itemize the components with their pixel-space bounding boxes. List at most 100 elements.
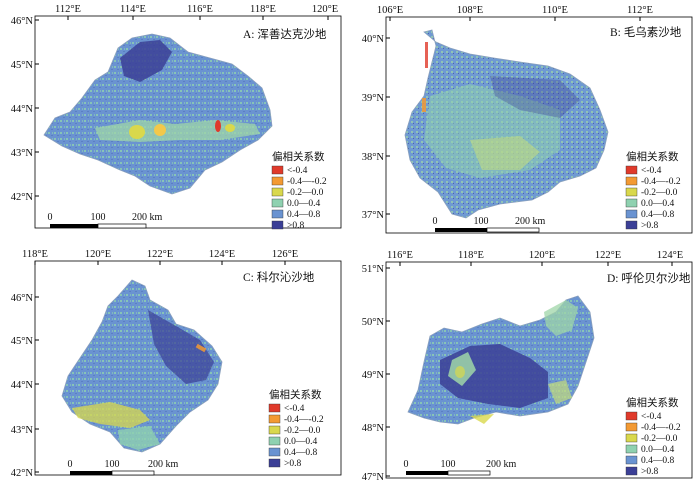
legend-swatch — [625, 433, 638, 443]
legend-swatch — [625, 187, 638, 197]
panel-b-lat-ticks: 40°N 39°N 38°N 37°N — [362, 34, 390, 221]
legend-title: 偏相关系数 — [272, 150, 325, 163]
panel-b: 106°E 108°E 110°E 112°E 40°N 39°N 38°N 3… — [362, 5, 693, 234]
lon-tick-label: 114°E — [120, 4, 146, 15]
lon-tick-label: 118°E — [250, 4, 276, 15]
panel-d-title: D: 呼伦贝尔沙地 — [607, 271, 691, 285]
lat-tick-label: 47°N — [362, 472, 385, 483]
legend-label: >0.8 — [284, 459, 301, 469]
lon-tick-label: 124°E — [209, 249, 235, 260]
legend-swatch — [268, 436, 281, 446]
legend-label: -0.4—-0.2 — [641, 423, 681, 433]
legend-swatch — [268, 447, 281, 457]
panel-a-legend: 偏相关系数 <-0.4 -0.4—-0.2 -0.2—0.0 0.0—0.4 0… — [271, 150, 327, 231]
lat-tick-label: 48°N — [362, 423, 385, 434]
lat-tick-label: 37°N — [362, 210, 385, 221]
legend-label: >0.8 — [641, 221, 658, 231]
lon-tick-label: 112°E — [55, 4, 81, 15]
panel-c-scale-bar: 0 100 200 km — [68, 459, 179, 476]
lat-tick-label: 42°N — [11, 468, 34, 479]
panel-b-lon-ticks: 106°E 108°E 110°E 112°E — [377, 5, 653, 21]
legend-label: -0.2—0.0 — [641, 434, 678, 444]
legend-label: -0.2—0.0 — [284, 426, 321, 436]
panel-a-lon-ticks: 112°E 114°E 116°E 118°E 120°E — [55, 4, 338, 20]
legend-label: >0.8 — [641, 467, 658, 477]
panel-b-region — [404, 29, 609, 219]
lat-tick-label: 49°N — [362, 370, 385, 381]
panel-c-legend: 偏相关系数 <-0.4 -0.4—-0.2 -0.2—0.0 0.0—0.4 0… — [268, 388, 324, 469]
panel-a-lat-ticks: 46°N 45°N 44°N 43°N 42°N — [11, 16, 39, 203]
legend-swatch — [625, 209, 638, 219]
lat-tick-label: 42°N — [11, 192, 34, 203]
legend-title: 偏相关系数 — [626, 396, 679, 409]
legend-label: 0.4—0.8 — [641, 456, 675, 466]
panel-c-title: C: 科尔沁沙地 — [243, 270, 315, 284]
panel-d-legend: 偏相关系数 <-0.4 -0.4—-0.2 -0.2—0.0 0.0—0.4 0… — [625, 396, 681, 477]
legend-label: 0.0—0.4 — [641, 199, 675, 209]
legend-swatch — [268, 425, 281, 435]
legend-label: -0.2—0.0 — [287, 188, 324, 198]
legend-label: -0.4—-0.2 — [641, 177, 681, 187]
lon-tick-label: 126°E — [272, 249, 298, 260]
legend-swatch — [271, 198, 284, 208]
panel-d-lat-ticks: 51°N 50°N 49°N 48°N 47°N — [362, 264, 390, 483]
lon-tick-label: 124°E — [657, 250, 683, 261]
lon-tick-label: 118°E — [22, 249, 48, 260]
legend-label: >0.8 — [287, 221, 304, 231]
scale-label: 200 km — [486, 459, 517, 470]
panel-b-legend: 偏相关系数 <-0.4 -0.4—-0.2 -0.2—0.0 0.0—0.4 0… — [625, 150, 681, 231]
legend-swatch — [625, 466, 638, 476]
legend-swatch — [625, 411, 638, 421]
legend-label: -0.4—-0.2 — [287, 177, 327, 187]
scale-label: 0 — [433, 216, 438, 227]
scale-label: 100 — [474, 216, 489, 227]
panel-c-lat-ticks: 46°N 45°N 44°N 43°N 42°N — [11, 293, 39, 479]
legend-swatch — [268, 403, 281, 413]
legend-title: 偏相关系数 — [626, 150, 679, 163]
legend-label: 0.0—0.4 — [287, 199, 321, 209]
legend-swatch — [271, 187, 284, 197]
panel-d-lon-ticks: 116°E 118°E 120°E 122°E 124°E — [387, 250, 683, 266]
legend-swatch — [271, 165, 284, 175]
lat-tick-label: 43°N — [11, 425, 34, 436]
lat-tick-label: 50°N — [362, 317, 385, 328]
lat-tick-label: 39°N — [362, 93, 385, 104]
legend-swatch — [625, 165, 638, 175]
scale-label: 0 — [68, 459, 73, 470]
lon-tick-label: 116°E — [387, 250, 413, 261]
lon-tick-label: 116°E — [187, 4, 213, 15]
lat-tick-label: 38°N — [362, 152, 385, 163]
scale-label: 100 — [91, 212, 106, 223]
lon-tick-label: 120°E — [529, 250, 555, 261]
scale-label: 200 km — [148, 459, 179, 470]
panel-b-title: B: 毛乌素沙地 — [610, 25, 682, 39]
legend-label: <-0.4 — [641, 412, 662, 422]
scale-label: 0 — [48, 212, 53, 223]
lat-tick-label: 43°N — [11, 148, 34, 159]
legend-swatch — [268, 414, 281, 424]
lon-tick-label: 110°E — [542, 5, 568, 16]
legend-label: <-0.4 — [641, 166, 662, 176]
legend-swatch — [625, 198, 638, 208]
lat-tick-label: 45°N — [11, 336, 34, 347]
panel-d-scale-bar: 0 100 200 km — [404, 459, 517, 476]
scale-label: 100 — [105, 459, 120, 470]
panel-a-title: A: 浑善达克沙地 — [243, 27, 327, 41]
panel-a-region — [43, 33, 273, 195]
legend-swatch — [271, 176, 284, 186]
panel-d: 116°E 118°E 120°E 122°E 124°E 51°N 50°N … — [362, 250, 693, 483]
scale-label: 200 km — [515, 216, 546, 227]
lat-tick-label: 45°N — [11, 60, 34, 71]
panel-c-region — [61, 279, 223, 453]
legend-swatch — [625, 422, 638, 432]
legend-swatch — [271, 209, 284, 219]
panel-a: 112°E 114°E 116°E 118°E 120°E 46°N 45°N … — [11, 4, 342, 231]
lon-tick-label: 120°E — [85, 249, 111, 260]
lat-tick-label: 46°N — [11, 16, 34, 27]
lat-tick-label: 40°N — [362, 34, 385, 45]
lon-tick-label: 120°E — [312, 4, 338, 15]
panel-b-scale-bar: 0 100 200 km — [433, 216, 546, 233]
lat-tick-label: 46°N — [11, 293, 34, 304]
lat-tick-label: 44°N — [11, 380, 34, 391]
